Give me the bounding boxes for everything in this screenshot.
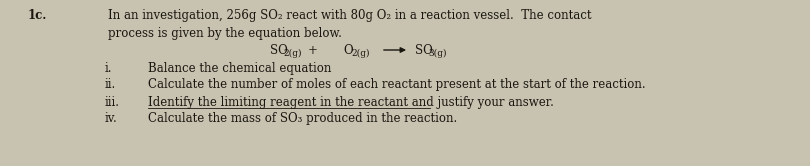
Text: +: +: [308, 44, 318, 57]
Text: 1c.: 1c.: [28, 9, 47, 22]
Text: process is given by the equation below.: process is given by the equation below.: [108, 27, 342, 40]
Text: Balance the chemical equation: Balance the chemical equation: [148, 62, 331, 75]
Text: iv.: iv.: [105, 112, 117, 125]
Text: 2(g): 2(g): [283, 49, 301, 58]
Text: ii.: ii.: [105, 78, 117, 91]
Text: Calculate the mass of SO₃ produced in the reaction.: Calculate the mass of SO₃ produced in th…: [148, 112, 458, 125]
Text: Calculate the number of moles of each reactant present at the start of the react: Calculate the number of moles of each re…: [148, 78, 646, 91]
Text: In an investigation, 256g SO₂ react with 80g O₂ in a reaction vessel.  The conta: In an investigation, 256g SO₂ react with…: [108, 9, 591, 22]
Text: Identify the limiting reagent in the reactant and justify your answer.: Identify the limiting reagent in the rea…: [148, 96, 554, 109]
Text: O: O: [343, 44, 352, 57]
Text: iii.: iii.: [105, 96, 120, 109]
Text: 2(g): 2(g): [351, 49, 369, 58]
Text: i.: i.: [105, 62, 113, 75]
Text: SO: SO: [270, 44, 288, 57]
Text: 3(g): 3(g): [428, 49, 446, 58]
Text: SO: SO: [415, 44, 433, 57]
